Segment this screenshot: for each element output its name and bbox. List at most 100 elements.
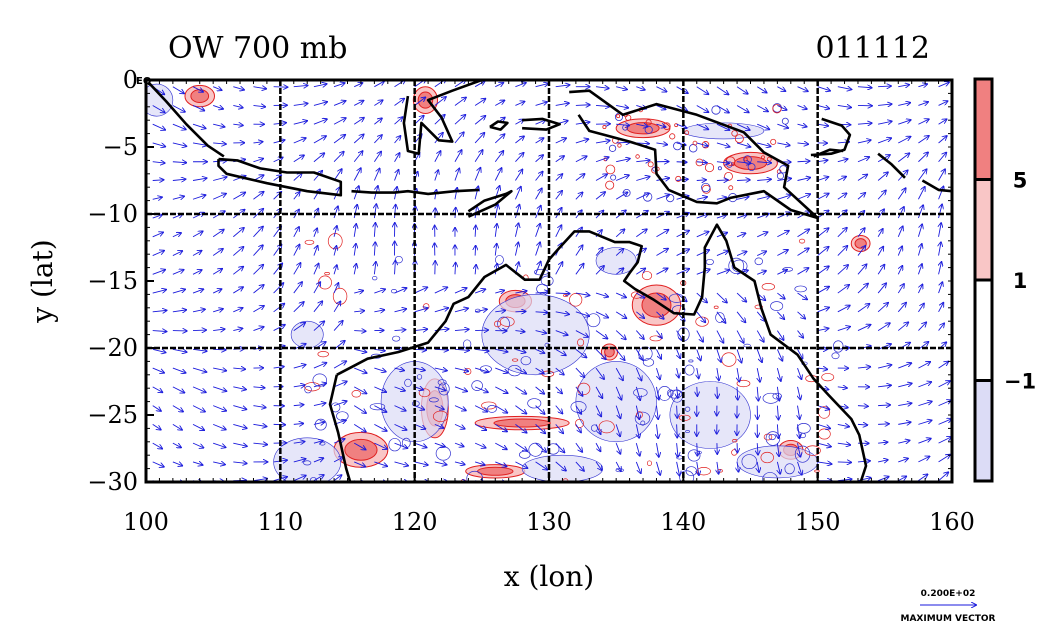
wind-vector xyxy=(374,349,385,351)
contour-fragment xyxy=(635,154,640,159)
wind-vector xyxy=(897,207,904,219)
wind-vector xyxy=(555,138,566,144)
wind-vector xyxy=(897,153,909,163)
wind-vector xyxy=(515,442,527,451)
wind-vector xyxy=(212,269,222,275)
wind-vector xyxy=(716,86,728,95)
wind-vector xyxy=(676,330,683,340)
wind-vector xyxy=(837,228,847,238)
wind-vector xyxy=(736,123,750,130)
contour-fragment xyxy=(754,304,763,310)
wind-vector xyxy=(474,367,488,372)
wind-vector xyxy=(656,461,660,475)
wind-vector xyxy=(837,327,850,332)
wind-vector xyxy=(817,266,829,275)
wind-vector xyxy=(293,365,306,369)
wind-vector xyxy=(394,442,408,448)
wind-vector xyxy=(333,361,346,369)
wind-vector xyxy=(535,120,546,125)
wind-vector xyxy=(172,270,184,275)
colorbar-segment xyxy=(975,179,992,280)
wind-vector xyxy=(253,327,263,332)
wind-vector xyxy=(515,83,525,88)
wind-vector xyxy=(353,442,365,449)
coastline xyxy=(522,117,561,131)
wind-vector xyxy=(414,287,428,294)
wind-vector xyxy=(394,170,399,181)
wind-vector xyxy=(213,405,226,411)
wind-vector xyxy=(395,261,396,275)
wind-vector xyxy=(172,179,186,180)
wind-vector xyxy=(918,322,926,331)
wind-vector xyxy=(172,105,185,111)
contour-fragment xyxy=(605,180,615,190)
contour-fragment xyxy=(705,258,714,266)
wind-vector xyxy=(253,424,266,426)
coastline xyxy=(217,157,343,197)
wind-vector xyxy=(798,424,800,438)
wind-vector xyxy=(897,266,902,275)
wind-vector xyxy=(213,386,226,391)
wind-vector xyxy=(737,461,738,472)
wind-vector xyxy=(917,205,923,219)
wind-vector xyxy=(878,442,887,443)
contour-fragment xyxy=(731,130,738,137)
contour-fragment xyxy=(608,144,617,152)
wind-vector xyxy=(716,197,726,199)
wind-vector xyxy=(898,85,909,87)
wind-vector xyxy=(353,424,366,431)
wind-vector xyxy=(636,177,649,181)
wind-vector xyxy=(253,192,263,200)
wind-vector xyxy=(152,331,167,332)
wind-vector xyxy=(878,104,891,105)
wind-vector xyxy=(434,97,446,106)
wind-vector xyxy=(837,87,852,90)
contour-fragment xyxy=(679,470,695,482)
wind-vector xyxy=(938,323,945,331)
wind-vector xyxy=(656,292,665,300)
wind-vector xyxy=(817,160,828,162)
wind-vector xyxy=(897,322,908,331)
wind-vector xyxy=(575,367,585,377)
wind-vector xyxy=(635,367,641,380)
wind-vector xyxy=(152,290,166,294)
wind-vector xyxy=(918,420,931,425)
wind-vector xyxy=(918,285,922,294)
contour-fragment xyxy=(701,182,711,193)
wind-vector xyxy=(233,228,244,238)
wind-vector xyxy=(877,172,888,181)
wind-vector xyxy=(877,209,884,219)
wind-vector xyxy=(515,331,524,332)
contour-fragment xyxy=(617,143,622,148)
wind-vector xyxy=(394,153,400,162)
wind-vector xyxy=(374,442,387,449)
wind-vector xyxy=(575,424,581,432)
wind-vector xyxy=(535,312,548,313)
wind-vector xyxy=(475,265,476,275)
wind-vector xyxy=(495,205,498,219)
wind-vector xyxy=(293,85,308,86)
wind-vector xyxy=(615,330,626,340)
wind-vector xyxy=(656,443,658,457)
negative-ow-region xyxy=(290,320,324,349)
wind-vector xyxy=(837,424,849,426)
wind-vector xyxy=(696,162,707,163)
wind-vector xyxy=(817,86,830,91)
wind-vector xyxy=(716,292,727,303)
wind-vector xyxy=(435,190,437,200)
wind-vector xyxy=(938,381,950,388)
wind-vector xyxy=(595,405,601,417)
wind-vector xyxy=(656,330,661,338)
axes: 100 110 120 130 140 150 160 0 −5 −10 −15 −20 −25 −30 xyxy=(87,66,975,536)
wind-vector xyxy=(817,193,829,200)
wind-vector xyxy=(192,195,206,200)
wind-vector xyxy=(152,251,164,256)
wind-vector xyxy=(454,150,462,162)
wind-vector xyxy=(697,461,699,475)
wind-vector xyxy=(898,383,911,388)
wind-vector xyxy=(494,168,501,181)
chart-title: OW 700 mb xyxy=(168,31,347,66)
wind-vector xyxy=(454,462,465,465)
wind-vector xyxy=(495,349,507,352)
wind-vector xyxy=(475,206,477,219)
